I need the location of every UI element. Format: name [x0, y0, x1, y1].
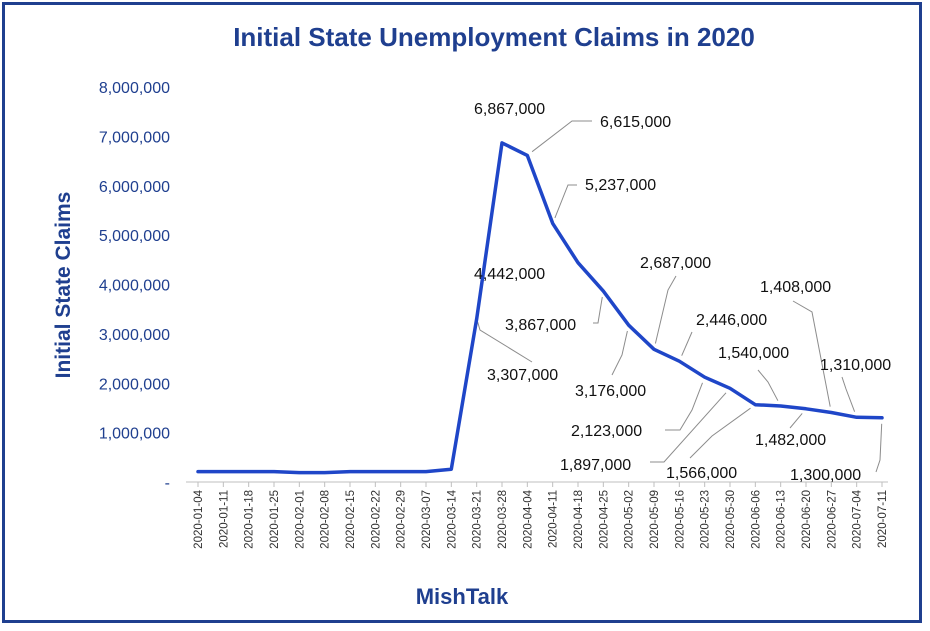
data-label: 6,615,000 — [600, 114, 671, 131]
x-tick-label: 2020-05-02 — [624, 490, 636, 549]
data-label-leader — [531, 120, 592, 153]
x-tick-label: 2020-06-13 — [776, 490, 788, 549]
data-label-leader — [654, 275, 677, 344]
data-label: 5,237,000 — [585, 177, 656, 194]
data-label: 1,540,000 — [718, 345, 789, 362]
x-tick-label: 2020-04-18 — [573, 490, 585, 549]
data-label: 1,310,000 — [820, 357, 891, 374]
x-tick-label: 2020-02-08 — [320, 490, 332, 549]
data-label-leader — [792, 300, 831, 407]
data-label: 6,867,000 — [474, 101, 545, 118]
y-tick-label: 7,000,000 — [99, 129, 170, 146]
y-tick-label: 5,000,000 — [99, 228, 170, 245]
x-tick-label: 2020-07-04 — [852, 489, 864, 548]
data-label: 1,897,000 — [560, 457, 631, 474]
y-axis-label: Initial State Claims — [52, 192, 75, 379]
data-label: 2,687,000 — [640, 255, 711, 272]
data-label-leader — [689, 407, 751, 459]
y-tick-label: 1,000,000 — [99, 426, 170, 443]
x-tick-label: 2020-04-04 — [522, 489, 534, 548]
x-tick-label: 2020-02-22 — [370, 490, 382, 549]
x-tick-label: 2020-03-14 — [446, 489, 458, 548]
brand-label: MishTalk — [416, 584, 509, 609]
x-tick-label: 2020-02-15 — [345, 490, 357, 549]
data-label-leader — [841, 376, 856, 412]
x-tick-label: 2020-01-18 — [244, 490, 256, 549]
x-tick-label: 2020-01-25 — [269, 490, 281, 549]
data-label: 3,307,000 — [487, 367, 558, 384]
x-tick-label: 2020-02-29 — [396, 490, 408, 549]
data-label: 1,566,000 — [666, 465, 737, 482]
x-tick-label: 2020-05-09 — [649, 490, 661, 549]
y-tick-label: 3,000,000 — [99, 327, 170, 344]
data-label-leader — [789, 413, 803, 429]
data-label-leader — [757, 369, 779, 401]
data-label-leader — [611, 330, 628, 376]
x-tick-label: 2020-06-20 — [801, 490, 813, 549]
data-label-leader — [875, 423, 883, 473]
chart-title: Initial State Unemployment Claims in 202… — [233, 22, 755, 52]
data-label-leader — [593, 296, 603, 324]
data-label-leader — [681, 331, 693, 356]
x-tick-label: 2020-03-07 — [421, 490, 433, 549]
data-label-leader — [554, 184, 577, 219]
data-label-leader — [665, 382, 703, 431]
data-label: 1,300,000 — [790, 467, 861, 484]
x-tick-label: 2020-03-21 — [472, 490, 484, 549]
series-line — [196, 141, 884, 475]
x-tick-label: 2020-01-11 — [218, 490, 230, 548]
data-label: 3,867,000 — [505, 317, 576, 334]
y-tick-label: 4,000,000 — [99, 278, 170, 295]
data-labels: 3,307,000 6,867,000 6,615,000 5,237,000 4,44… — [474, 101, 891, 484]
data-label: 1,408,000 — [760, 279, 831, 296]
x-tick-label: 2020-06-06 — [750, 490, 762, 549]
x-tick-label: 2020-04-25 — [598, 490, 610, 549]
y-tick-label: 6,000,000 — [99, 179, 170, 196]
data-label: 3,176,000 — [575, 383, 646, 400]
x-tick-label: 2020-01-04 — [193, 489, 205, 548]
x-tick-label: 2020-02-01 — [294, 490, 306, 549]
label-leaders — [477, 120, 883, 473]
x-tick-label: 2020-07-11 — [877, 490, 889, 548]
data-label-leader — [650, 392, 727, 463]
y-tick-label: 8,000,000 — [99, 80, 170, 97]
data-label: 2,446,000 — [696, 312, 767, 329]
x-tick-label: 2020-05-23 — [700, 490, 712, 549]
x-tick-label: 2020-06-27 — [826, 490, 838, 549]
x-tick-label: 2020-05-16 — [674, 490, 686, 549]
x-axis-ticks: 2020-01-04 2020-01-11 2020-01-18 2020-01-25… — [193, 482, 889, 549]
data-label: 2,123,000 — [571, 423, 642, 440]
data-label-leader — [477, 321, 533, 363]
x-tick-label: 2020-05-30 — [725, 490, 737, 549]
y-tick-label: - — [165, 475, 170, 492]
chart-frame — [2, 2, 922, 623]
data-label: 1,482,000 — [755, 432, 826, 449]
x-tick-label: 2020-04-11 — [548, 490, 560, 548]
data-label: 4,442,000 — [474, 266, 545, 283]
y-tick-label: 2,000,000 — [99, 376, 170, 393]
y-axis-ticks: - 1,000,000 2,000,000 3,000,000 4,000,000 5,0… — [99, 80, 170, 492]
x-tick-label: 2020-03-28 — [497, 490, 509, 549]
